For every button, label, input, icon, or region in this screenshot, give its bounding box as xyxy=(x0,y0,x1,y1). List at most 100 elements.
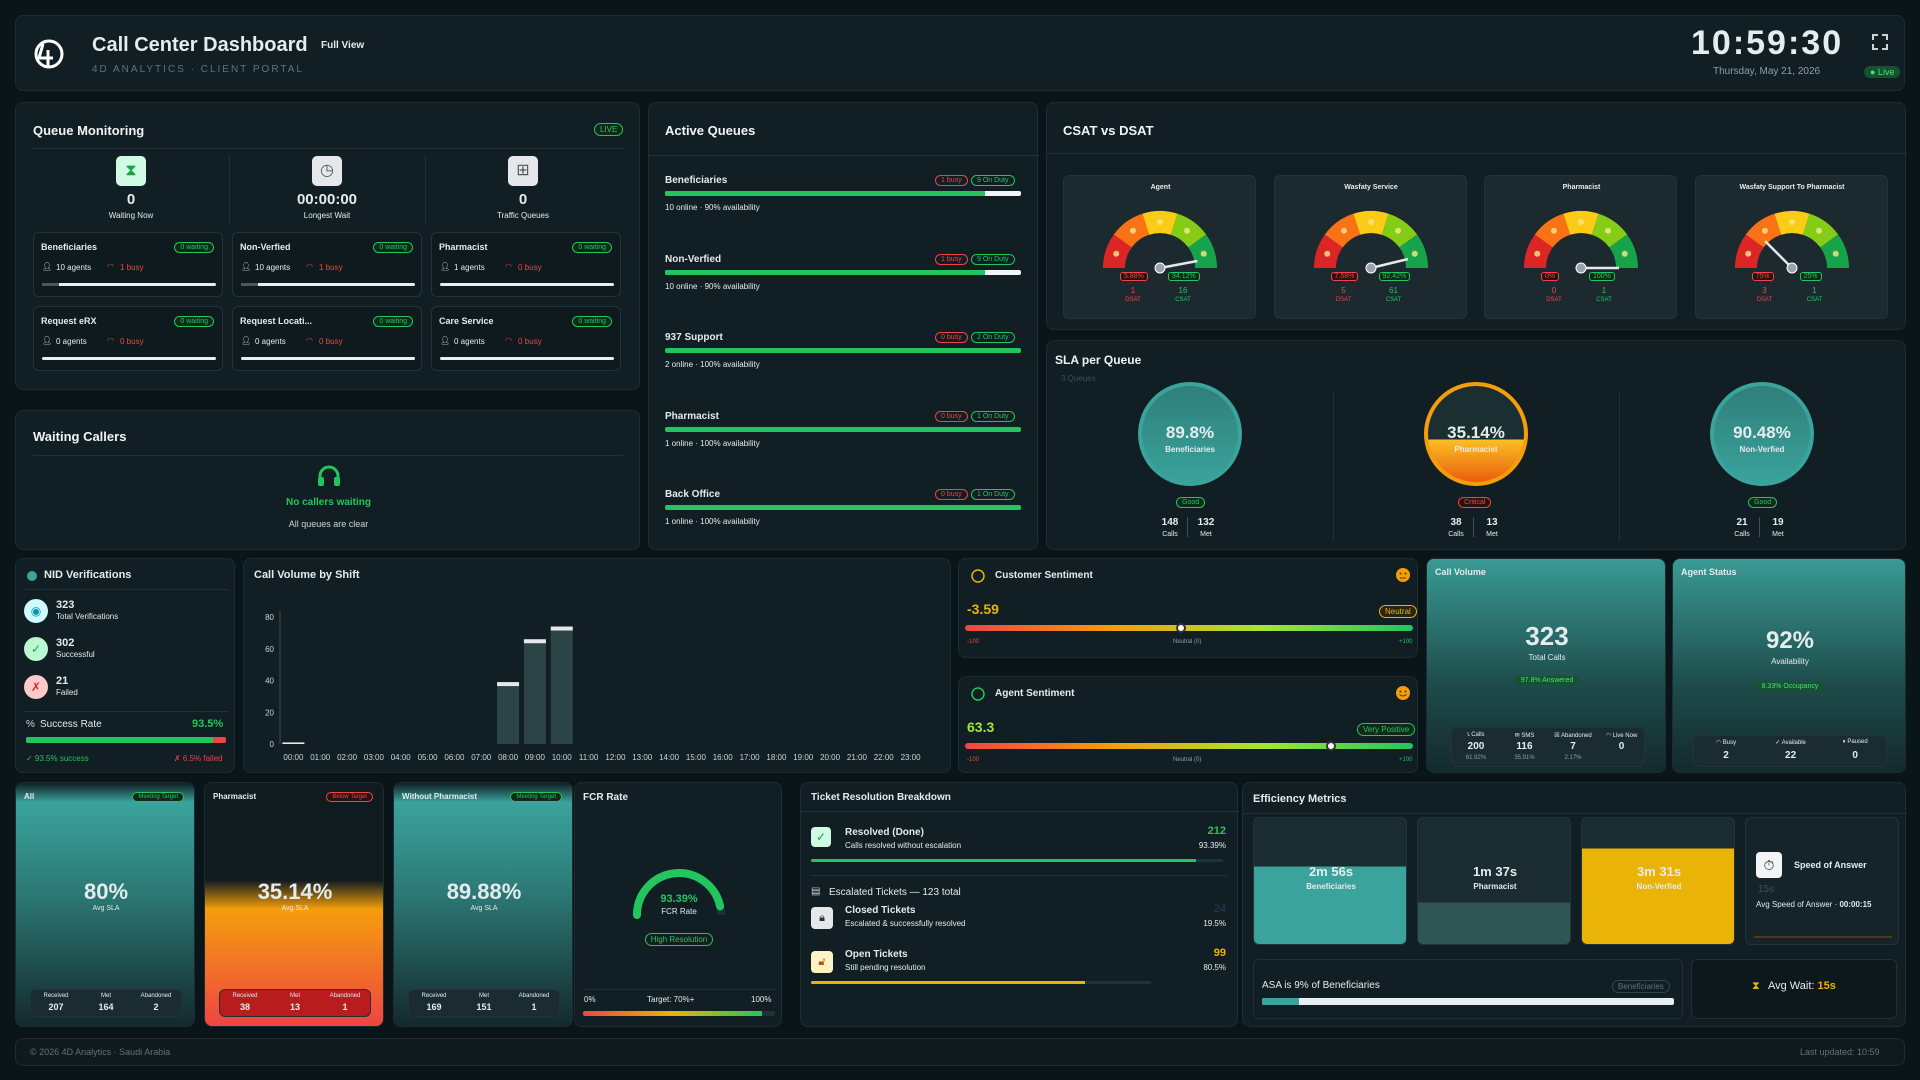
bar[interactable] xyxy=(497,682,520,744)
target-badge: Below Target xyxy=(326,792,373,802)
csat-gauge-card: Pharmacist 0% 100% 0 1 DSAT CSAT xyxy=(1484,175,1677,319)
escalated-title: Escalated Tickets — 123 total xyxy=(829,887,961,898)
sla-calls-value: 148 xyxy=(1161,517,1179,528)
queue-card[interactable]: Request eRX 0 waiting 👤︎ 0 agents ◠ 0 busy xyxy=(33,306,223,371)
dsat-count: 5 xyxy=(1341,286,1346,295)
customer-sentiment-tag: Neutral xyxy=(1379,605,1417,618)
agent-sentiment-marker xyxy=(1325,741,1336,751)
bar-cap xyxy=(497,682,520,687)
sla-stat-value: 1 xyxy=(342,1002,348,1012)
scale-mid: Neutral (0) xyxy=(1173,757,1202,763)
availability-bar xyxy=(665,348,1021,353)
happy-face-icon xyxy=(1395,685,1411,706)
efficiency-panel: Efficiency Metrics ⏱︎ Speed of Answer 15… xyxy=(1242,782,1907,1027)
active-queue-row[interactable]: Pharmacist 0 busy 1 On Duty 1 online · 100%… xyxy=(665,410,1021,471)
gauge-dial xyxy=(1313,211,1428,274)
fcr-max: 100% xyxy=(751,995,772,1004)
sla-met-value: 132 xyxy=(1197,517,1215,528)
active-queue-info: 2 online · 100% availability xyxy=(665,360,760,369)
fingerprint-icon: ◉ xyxy=(24,599,48,623)
x-tick-label: 22:00 xyxy=(874,753,895,762)
agent-stat-label: ⏸︎ Paused xyxy=(1842,739,1868,745)
lock-icon: 🔒︎ xyxy=(811,907,833,929)
agent-sentiment-tag: Very Positive xyxy=(1357,723,1416,736)
availability-bar xyxy=(665,426,1021,432)
call-volume-chart-panel: Call Volume by Shift 0 20 40 60 80 00:00 01:00… xyxy=(243,558,951,773)
sla-stat-label: Received xyxy=(421,993,447,999)
sla-card-title: All xyxy=(24,792,35,801)
agent-status-stats: ◠ Busy 2 ✓ Available 22 ⏸︎ Paused 0 xyxy=(1693,735,1887,767)
headset-icon: ◠ xyxy=(306,336,313,345)
x-tick-label: 18:00 xyxy=(766,753,787,762)
csat-gauge-card: Agent 5.88% 94.12% 1 16 DSAT CSAT xyxy=(1063,175,1256,319)
queue-agents: 0 agents xyxy=(454,337,485,346)
queue-name: Care Service xyxy=(439,316,494,326)
queue-agents: 0 agents xyxy=(56,337,87,346)
queue-card[interactable]: Beneficiaries 0 waiting 👤︎ 10 agents ◠ 1 busy xyxy=(33,232,223,297)
full-view-button[interactable]: Full View xyxy=(321,40,365,51)
bar[interactable] xyxy=(523,639,546,744)
fcr-value: 93.39% xyxy=(660,893,698,905)
queue-card[interactable]: Non-Verfied 0 waiting 👤︎ 10 agents ◠ 1 busy xyxy=(232,232,422,297)
queue-card[interactable]: Pharmacist 0 waiting 👤︎ 1 agents ◠ 0 busy xyxy=(431,232,621,297)
active-queue-name: Back Office xyxy=(665,489,721,500)
nid-panel: NID Verifications % Success Rate 93.5% ✓… xyxy=(15,558,235,773)
ticket-resolution-panel: Ticket Resolution Breakdown ✓ Resolved (… xyxy=(800,782,1239,1027)
queue-card[interactable]: Care Service 0 waiting 👤︎ 0 agents ◠ 0 busy xyxy=(431,306,621,371)
dsat-label: DSAT xyxy=(1756,297,1773,303)
page-subtitle: 4D ANALYTICS · CLIENT PORTAL xyxy=(92,64,304,75)
total-calls-value: 323 xyxy=(1525,621,1569,651)
customer-sentiment-marker xyxy=(1175,623,1186,633)
asa-badge: Beneficiaries xyxy=(1612,980,1670,993)
bar[interactable] xyxy=(550,626,573,744)
sentiment-icon xyxy=(971,569,985,588)
queue-agents: 10 agents xyxy=(56,263,92,272)
call-volume-stats: 📞︎ Calls 200 61.92% ✉︎ SMS 116 35.91% ☒ Abando… xyxy=(1451,727,1645,767)
success-rate-bar xyxy=(26,737,226,743)
x-tick-label: 03:00 xyxy=(364,753,385,762)
efficiency-value: 1m 37s xyxy=(1472,864,1518,879)
customer-sentiment-title: Customer Sentiment xyxy=(995,570,1093,581)
busy-badge: 0 busy xyxy=(935,489,968,500)
user-icon: 👤︎ xyxy=(42,262,53,271)
x-tick-label: 00:00 xyxy=(283,753,304,762)
success-note: ✓ 93.5% success xyxy=(26,754,89,763)
dsat-percent: 5.88% xyxy=(1120,272,1148,281)
active-queue-row[interactable]: Non-Verfied 1 busy 9 On Duty 10 online · 90… xyxy=(665,253,1021,314)
active-queues-panel: Active Queues Beneficiaries 1 busy 9 On Du… xyxy=(648,102,1039,550)
footer-bar: © 2026 4D Analytics · Saudi Arabia Last … xyxy=(15,1038,1905,1066)
x-tick-label: 14:00 xyxy=(659,753,680,762)
on-duty-badge: 2 On Duty xyxy=(971,332,1015,343)
headset-icon: ◠ xyxy=(306,262,313,271)
queue-card[interactable]: Request Locati... 0 waiting 👤︎ 0 agents ◠ 0 b… xyxy=(232,306,422,371)
sla-calls-label: Calls xyxy=(1448,531,1464,538)
queue-name: Non-Verfied xyxy=(240,242,291,252)
fullscreen-icon[interactable] xyxy=(1871,33,1889,51)
active-queue-row[interactable]: Back Office 0 busy 1 On Duty 1 online · 100… xyxy=(665,489,1021,549)
logo xyxy=(31,36,67,72)
scale-min: -100 xyxy=(967,639,980,645)
x-tick-label: 05:00 xyxy=(418,753,439,762)
gauge-title: Wasfaty Support To Pharmacist xyxy=(1739,184,1845,191)
sla-card-stats: Received 169 Met 151 Abandoned 1 xyxy=(408,989,560,1017)
success-rate-label: Success Rate xyxy=(40,719,102,730)
sla-circle xyxy=(1424,382,1528,486)
call-stat-label: 📞︎ Calls xyxy=(1467,732,1485,738)
queue-busy: 0 busy xyxy=(518,263,542,272)
x-tick-label: 13:00 xyxy=(632,753,653,762)
call-stat-value: 0 xyxy=(1618,741,1625,752)
sla-stat-label: Abandoned xyxy=(140,993,172,999)
gauge-title: Pharmacist xyxy=(1562,184,1601,191)
sla-met-value: 19 xyxy=(1772,517,1784,528)
hourglass-icon: ⧗ xyxy=(1752,980,1760,992)
active-queue-row[interactable]: 937 Support 0 busy 2 On Duty 2 online · 100… xyxy=(665,332,1021,392)
scale-max: +100 xyxy=(1399,639,1413,645)
sla-met-label: Met xyxy=(1772,531,1784,538)
queue-stat-value: 0 xyxy=(126,191,136,208)
live-badge: ● Live xyxy=(1864,66,1901,78)
gauge-dial xyxy=(1103,211,1217,274)
sla-stat-value: 2 xyxy=(153,1002,159,1012)
clock-icon: ◷ xyxy=(312,156,342,186)
sla-calls-label: Calls xyxy=(1734,531,1750,538)
active-queue-row[interactable]: Beneficiaries 1 busy 9 On Duty 10 online · … xyxy=(665,175,1021,235)
